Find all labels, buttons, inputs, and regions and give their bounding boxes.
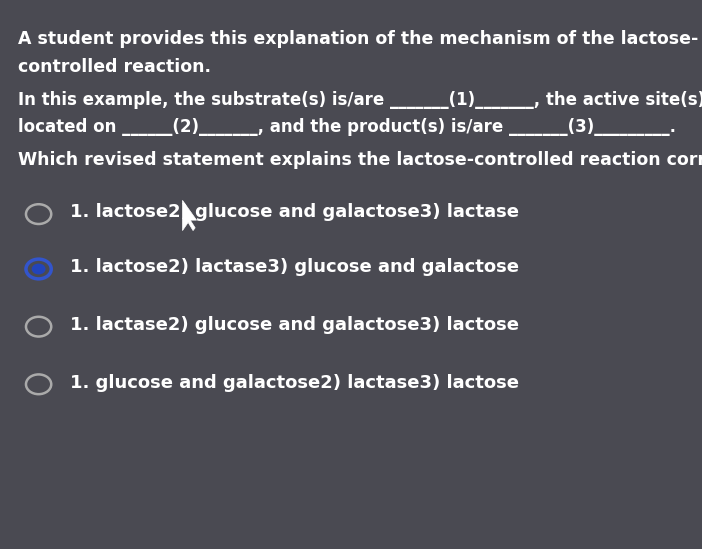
Text: In this example, the substrate(s) is/are _______(1)_______, the active site(s) i: In this example, the substrate(s) is/are… — [18, 91, 702, 109]
Text: 1. glucose and galactose2) lactase3) lactose: 1. glucose and galactose2) lactase3) lac… — [70, 374, 519, 391]
Circle shape — [32, 264, 46, 274]
Text: Which revised statement explains the lactose-controlled reaction correctly?: Which revised statement explains the lac… — [18, 151, 702, 169]
Text: controlled reaction.: controlled reaction. — [18, 58, 211, 76]
Text: 1. lactase2) glucose and galactose3) lactose: 1. lactase2) glucose and galactose3) lac… — [70, 316, 519, 334]
Text: located on ______(2)_______, and the product(s) is/are _______(3)_________.: located on ______(2)_______, and the pro… — [18, 118, 675, 136]
Text: 1. lactose2) glucose and galactose3) lactase: 1. lactose2) glucose and galactose3) lac… — [70, 204, 519, 221]
Text: A student provides this explanation of the mechanism of the lactose-: A student provides this explanation of t… — [18, 30, 698, 48]
Text: 1. lactose2) lactase3) glucose and galactose: 1. lactose2) lactase3) glucose and galac… — [70, 259, 519, 276]
Polygon shape — [183, 200, 197, 231]
